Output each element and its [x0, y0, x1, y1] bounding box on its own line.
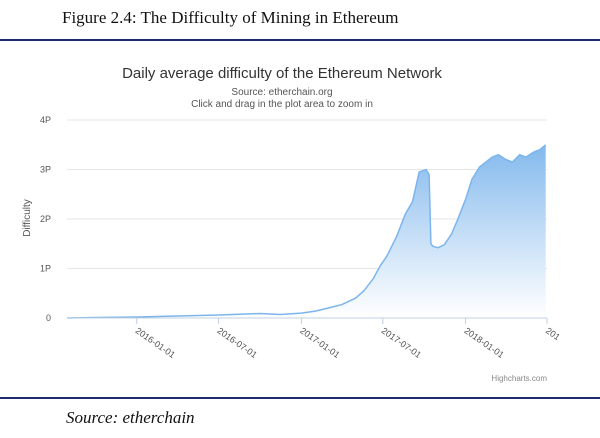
y-axis-title: Difficulty	[22, 199, 33, 237]
x-tick-label: 2017-01-01	[298, 325, 341, 360]
series-line[interactable]	[66, 144, 547, 319]
y-tick-label: 4P	[40, 115, 51, 125]
series-group[interactable]	[66, 144, 547, 319]
y-tick-label: 1P	[40, 264, 51, 274]
y-tick-label: 2P	[40, 214, 51, 224]
source-caption: Source: etherchain	[66, 408, 195, 427]
y-axis-ticks: 0 1P 2P 3P 4P	[40, 115, 51, 323]
x-tick-label: 2018-01-01	[462, 325, 505, 360]
chart-subtitle: Source: etherchain.org	[231, 87, 332, 98]
top-rule	[0, 39, 600, 41]
chart-zoom-hint: Click and drag in the plot area to zoom …	[191, 99, 373, 110]
highcharts-credits[interactable]: Highcharts.com	[491, 374, 547, 383]
x-tick-label: 201	[544, 325, 562, 342]
x-tick-label: 2016-07-01	[215, 325, 258, 360]
series-area[interactable]	[67, 144, 546, 318]
x-axis-ticks: 2016-01-01 2016-07-01 2017-01-01 2017-07-01…	[134, 318, 562, 360]
y-tick-label: 3P	[40, 165, 51, 175]
x-tick-label: 2017-07-01	[380, 325, 423, 360]
figure-caption: Figure 2.4: The Difficulty of Mining in …	[62, 8, 399, 27]
chart-title: Daily average difficulty of the Ethereum…	[122, 65, 442, 82]
x-tick-label: 2016-01-01	[134, 325, 177, 360]
y-tick-label: 0	[46, 313, 51, 323]
bottom-rule	[0, 397, 600, 399]
